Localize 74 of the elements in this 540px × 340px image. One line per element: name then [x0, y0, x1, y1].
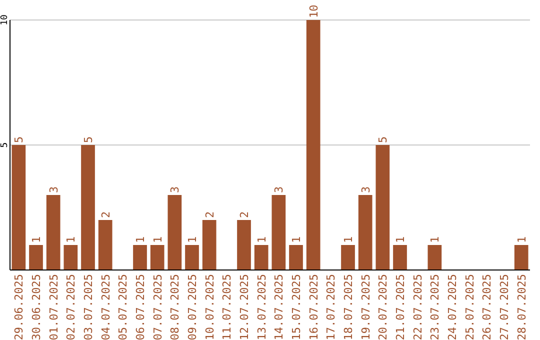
x-tick-label: 19.07.2025 [359, 274, 372, 340]
bar [46, 195, 60, 270]
data-label: 3 [272, 186, 286, 193]
data-label: 3 [47, 186, 60, 193]
bar [81, 145, 95, 270]
x-tick-label: 14.07.2025 [272, 274, 286, 340]
x-tick-label: 15.07.2025 [290, 274, 303, 340]
data-label: 10 [307, 4, 320, 18]
data-label: 3 [359, 186, 372, 193]
data-label: 5 [82, 136, 95, 143]
bar [393, 245, 407, 270]
x-tick-label: 28.07.2025 [515, 274, 528, 340]
bar [98, 220, 112, 270]
x-tick-label: 24.07.2025 [446, 274, 459, 340]
x-tick-label: 02.07.2025 [64, 274, 78, 340]
x-tick-label: 21.07.2025 [394, 274, 407, 340]
data-label: 2 [99, 211, 112, 218]
x-tick-label: 25.07.2025 [463, 274, 476, 340]
data-label: 1 [342, 236, 355, 243]
bar [12, 145, 26, 270]
bar [514, 245, 528, 270]
bar [168, 195, 182, 270]
bar [341, 245, 355, 270]
x-tick-label: 16.07.2025 [307, 274, 320, 340]
data-label: 1 [428, 236, 442, 243]
data-label: 3 [168, 186, 182, 193]
data-label: 1 [134, 236, 147, 243]
x-tick-label: 03.07.2025 [82, 274, 95, 340]
data-label: 1 [186, 236, 199, 243]
data-label: 2 [238, 211, 251, 218]
data-label: 5 [376, 136, 390, 143]
x-tick-label: 11.07.2025 [220, 274, 234, 340]
bar [376, 145, 390, 270]
bar [150, 245, 164, 270]
data-label: 2 [203, 211, 216, 218]
data-label: 1 [64, 236, 78, 243]
x-tick-label: 05.07.2025 [116, 274, 130, 340]
x-tick-label: 07.07.2025 [151, 274, 164, 340]
x-tick-label: 29.06.2025 [12, 274, 26, 340]
x-tick-label: 13.07.2025 [255, 274, 268, 340]
x-tick-label: 23.07.2025 [428, 274, 442, 340]
x-tick-label: 20.07.2025 [376, 274, 390, 340]
bar [64, 245, 78, 270]
x-tick-label: 26.07.2025 [480, 274, 494, 340]
bar [306, 20, 320, 270]
bar [202, 220, 216, 270]
bar [254, 245, 268, 270]
x-tick-label: 08.07.2025 [168, 274, 182, 340]
bar [237, 220, 251, 270]
x-tick-label: 01.07.2025 [47, 274, 60, 340]
bar [428, 245, 442, 270]
bar [272, 195, 286, 270]
data-label: 1 [255, 236, 268, 243]
bar [358, 195, 372, 270]
x-tick-label: 17.07.2025 [324, 274, 338, 340]
data-label: 1 [30, 236, 43, 243]
x-tick-label: 30.06.2025 [30, 274, 43, 340]
x-tick-label: 09.07.2025 [186, 274, 199, 340]
bar [289, 245, 303, 270]
x-tick-label: 10.07.2025 [203, 274, 216, 340]
x-tick-label: 12.07.2025 [238, 274, 251, 340]
data-label: 1 [290, 236, 303, 243]
x-tick-label: 27.07.2025 [498, 274, 511, 340]
bar [133, 245, 147, 270]
data-label: 1 [151, 236, 164, 243]
x-tick-label: 06.07.2025 [134, 274, 147, 340]
x-tick-label: 04.07.2025 [99, 274, 112, 340]
data-label: 1 [515, 236, 528, 243]
bar [185, 245, 199, 270]
x-tick-label: 22.07.2025 [411, 274, 424, 340]
data-label: 5 [12, 136, 26, 143]
x-tick-label: 18.07.2025 [342, 274, 355, 340]
data-label: 1 [394, 236, 407, 243]
bar [29, 245, 43, 270]
